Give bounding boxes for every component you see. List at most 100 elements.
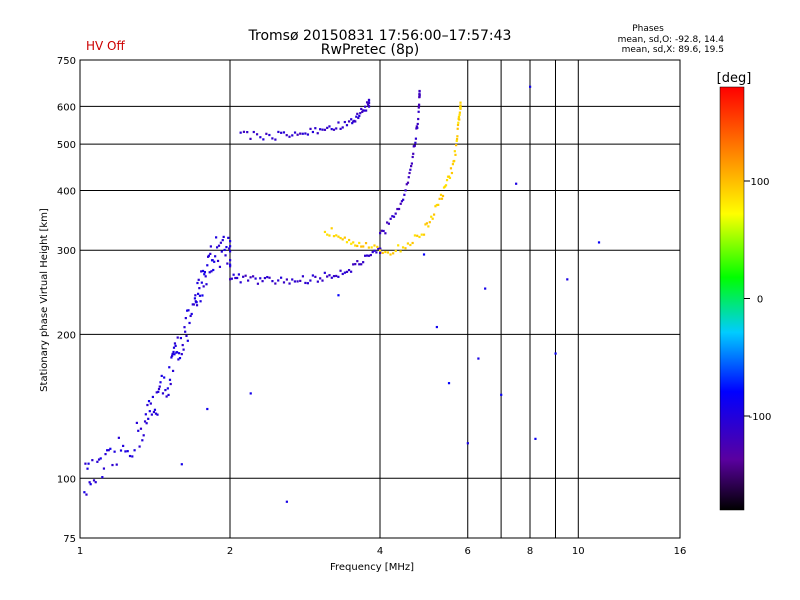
data-point [351,122,354,125]
x-tick-label: 2 [227,546,233,557]
data-point [459,101,462,104]
data-point [456,135,459,138]
data-point [397,244,400,247]
data-point [135,421,138,425]
data-point [139,427,143,430]
data-point [363,254,367,257]
data-point [399,250,402,253]
data-point [347,120,351,123]
data-point [178,356,182,360]
data-point [424,223,427,226]
data-point [229,263,232,266]
data-point [335,234,338,237]
data-point [484,287,487,290]
data-point [285,500,288,503]
data-point [328,125,331,128]
data-point [367,246,370,249]
data-point [381,251,384,255]
data-point [228,247,231,250]
data-point [422,253,426,256]
data-point [466,442,469,445]
data-point [124,450,127,453]
data-point [364,105,367,108]
data-point [434,205,437,208]
data-point [356,112,359,115]
data-point [301,132,304,135]
data-point [296,133,299,136]
data-point [153,408,157,411]
data-point [171,352,174,356]
data-point [319,128,322,131]
data-point [197,278,200,281]
data-point [144,413,147,416]
data-point [143,420,147,423]
data-point [341,238,344,241]
data-point [177,352,181,355]
data-point [306,133,310,136]
data-point [282,131,286,134]
data-point [534,437,537,440]
data-point [439,193,443,196]
data-point [337,235,340,238]
data-point [341,126,344,129]
data-point [209,252,212,255]
data-point [458,118,461,121]
data-point [288,282,291,285]
data-point [186,309,189,312]
data-point [477,357,480,360]
data-point [400,200,404,203]
data-point [299,132,302,135]
data-point [174,344,177,347]
data-point [126,450,129,453]
data-point [259,277,262,280]
data-point [249,276,252,279]
data-point [389,217,392,220]
data-point [293,280,296,283]
data-point [416,234,419,237]
data-point [157,387,161,391]
data-point [158,385,161,388]
data-point [417,105,421,108]
x-tick-labels: 1 2 4 6 8 10 16 [77,546,687,557]
data-point [119,449,123,452]
data-point [457,121,460,124]
data-point [328,234,331,237]
y-tick-label: 750 [57,56,76,67]
data-point [459,104,462,107]
data-point [199,300,202,303]
data-point [437,203,440,206]
y-axis-label: Stationary phase Virtual Height [km] [39,208,50,392]
data-point [296,280,299,283]
data-point [229,245,232,248]
data-point [341,272,344,276]
data-point [435,203,438,207]
data-point [386,221,389,224]
data-point [339,269,342,272]
data-point [453,150,456,153]
data-point [91,459,94,462]
data-point [459,106,462,109]
data-point [160,374,163,378]
data-point [291,134,294,137]
data-point [456,123,460,127]
data-point [203,270,206,274]
x-tick-label: 1 [77,546,83,557]
colorbar-ticks: 100 0 -100 [744,177,771,423]
data-point [213,260,216,263]
data-point [255,133,259,136]
y-tick-label: 200 [57,330,76,341]
data-point [414,141,417,144]
data-points [83,85,601,503]
data-point [355,115,358,118]
data-point [418,95,421,98]
data-point [403,193,406,196]
data-point [266,275,269,279]
data-point [451,163,455,166]
data-point [409,168,412,171]
data-point [445,179,449,182]
data-point [382,229,385,233]
data-point [172,346,176,349]
data-point [447,382,451,385]
data-point [209,245,212,248]
